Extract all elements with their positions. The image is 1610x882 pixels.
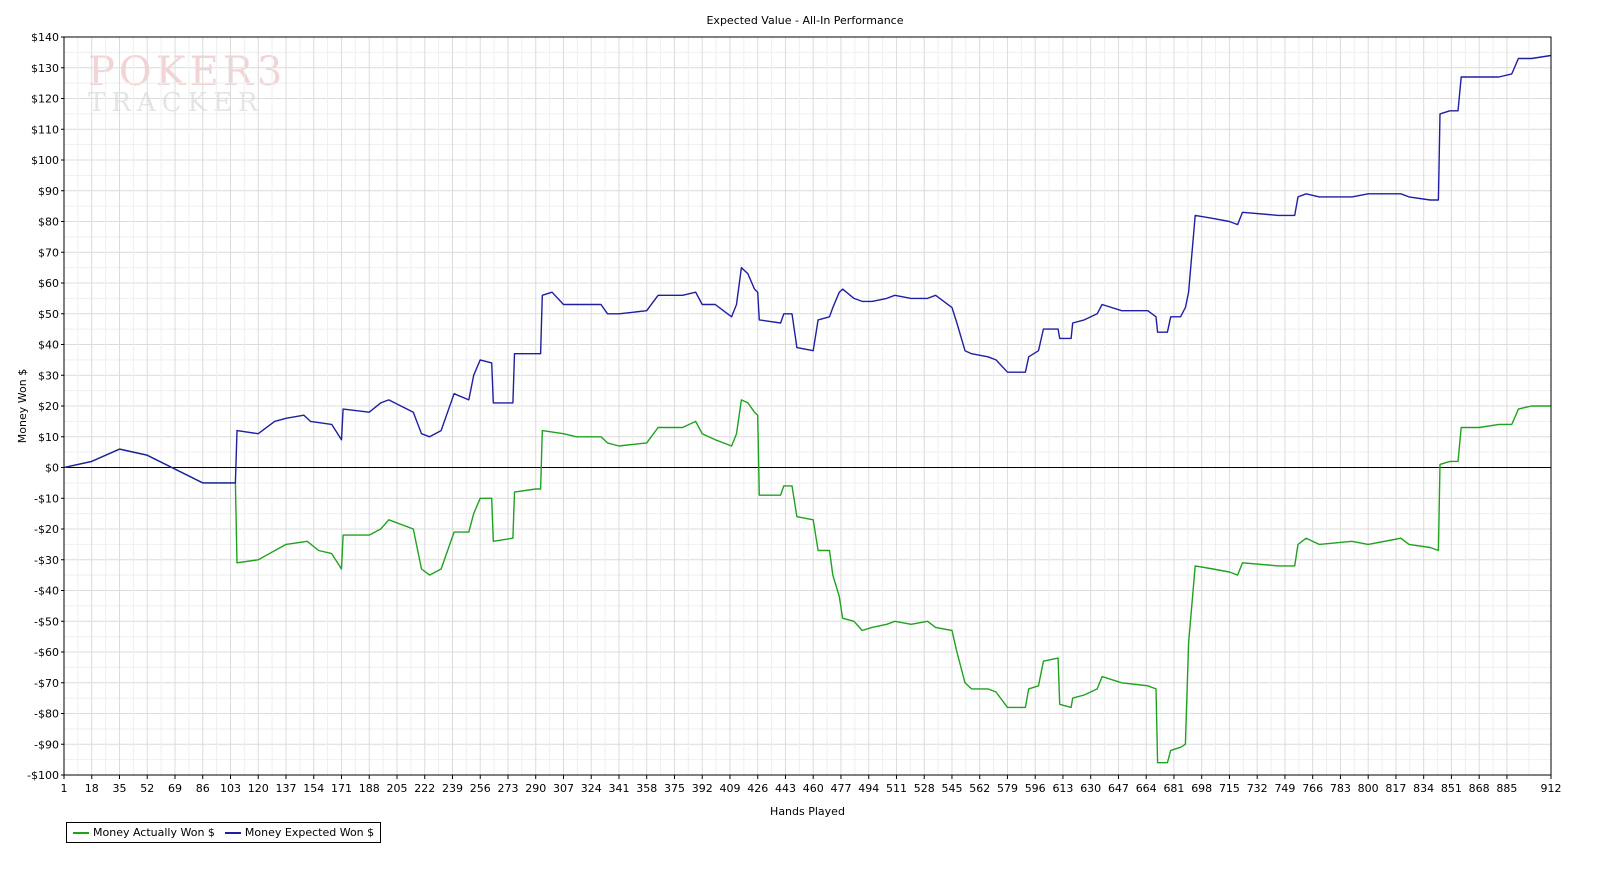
legend-label-actual: Money Actually Won $ — [93, 826, 215, 839]
y-tick-label: $90 — [38, 185, 59, 198]
chart-title: Expected Value - All-In Performance — [706, 14, 904, 27]
x-tick-label: 579 — [997, 782, 1018, 795]
legend-swatch-expected — [224, 831, 241, 834]
x-tick-label: 86 — [196, 782, 210, 795]
legend-entry-expected: Money Expected Won $ — [224, 826, 375, 839]
x-tick-label: 52 — [140, 782, 154, 795]
x-tick-label: 783 — [1330, 782, 1351, 795]
x-tick-label: 460 — [803, 782, 824, 795]
series-line-actual — [63, 399, 1551, 764]
y-tick-label: $110 — [31, 123, 59, 136]
x-tick-label: 885 — [1496, 782, 1517, 795]
x-tick-label: 664 — [1136, 782, 1157, 795]
x-tick-label: 851 — [1441, 782, 1462, 795]
x-tick-label: 1 — [61, 782, 68, 795]
y-tick-label: $130 — [31, 62, 59, 75]
x-tick-label: 698 — [1191, 782, 1212, 795]
x-tick-label: 562 — [969, 782, 990, 795]
x-tick-label: 154 — [303, 782, 324, 795]
x-tick-label: 392 — [692, 782, 713, 795]
y-tick-label: $140 — [31, 31, 59, 44]
legend: Money Actually Won $ Money Expected Won … — [66, 822, 382, 843]
x-tick-label: 528 — [914, 782, 935, 795]
series-line-expected — [63, 54, 1552, 484]
x-tick-label: 120 — [248, 782, 269, 795]
x-tick-label: 613 — [1052, 782, 1073, 795]
x-tick-label: 188 — [359, 782, 380, 795]
x-tick-label: 222 — [414, 782, 435, 795]
x-tick-label: 409 — [719, 782, 740, 795]
y-tick-label: $70 — [38, 246, 59, 259]
y-tick-label: -$70 — [34, 677, 59, 690]
x-tick-label: 912 — [1541, 782, 1562, 795]
x-tick-label: 511 — [886, 782, 907, 795]
x-tick-labels: 1 18 35 52 69 86 103 120 137 154 171 188 205 222 239 25… — [61, 775, 1562, 795]
x-tick-label: 749 — [1274, 782, 1295, 795]
legend-label-expected: Money Expected Won $ — [244, 826, 375, 839]
x-tick-label: 426 — [747, 782, 768, 795]
x-tick-label: 834 — [1413, 782, 1434, 795]
x-tick-label: 307 — [553, 782, 574, 795]
x-tick-label: 239 — [442, 782, 463, 795]
legend-entry-actual: Money Actually Won $ — [73, 826, 215, 839]
x-tick-label: 443 — [775, 782, 796, 795]
y-tick-labels: -$100 -$90 -$80 -$70 -$60 -$50 -$40 -$30 -$20 -$1… — [27, 31, 64, 782]
x-tick-label: 35 — [112, 782, 126, 795]
y-tick-label: -$30 — [34, 554, 59, 567]
grid-lines — [63, 36, 1552, 776]
x-tick-label: 18 — [85, 782, 99, 795]
y-axis-label: Money Won $ — [16, 369, 29, 443]
x-tick-label: 817 — [1385, 782, 1406, 795]
y-tick-label: $60 — [38, 277, 59, 290]
x-tick-label: 205 — [386, 782, 407, 795]
y-tick-label: -$50 — [34, 615, 59, 628]
x-tick-label: 732 — [1247, 782, 1268, 795]
y-tick-label: $50 — [38, 308, 59, 321]
x-tick-label: 358 — [636, 782, 657, 795]
x-tick-label: 103 — [220, 782, 241, 795]
y-tick-label: -$90 — [34, 738, 59, 751]
y-tick-label: -$100 — [27, 769, 59, 782]
x-tick-label: 171 — [331, 782, 352, 795]
x-tick-label: 715 — [1219, 782, 1240, 795]
x-tick-label: 494 — [858, 782, 879, 795]
x-tick-label: 800 — [1358, 782, 1379, 795]
y-tick-label: $100 — [31, 154, 59, 167]
y-tick-label: -$10 — [34, 492, 59, 505]
x-tick-label: 273 — [497, 782, 518, 795]
legend-swatch-actual — [73, 831, 89, 834]
x-axis-label: Hands Played — [770, 805, 845, 818]
x-tick-label: 596 — [1025, 782, 1046, 795]
x-tick-label: 545 — [941, 782, 962, 795]
x-tick-label: 324 — [581, 782, 602, 795]
x-tick-label: 256 — [470, 782, 491, 795]
y-tick-label: $120 — [31, 93, 59, 106]
y-tick-label: -$60 — [34, 646, 59, 659]
x-tick-label: 69 — [168, 782, 182, 795]
y-tick-label: $80 — [38, 216, 59, 229]
x-tick-label: 341 — [608, 782, 629, 795]
y-tick-label: $30 — [38, 369, 59, 382]
x-tick-label: 375 — [664, 782, 685, 795]
x-tick-label: 766 — [1302, 782, 1323, 795]
x-tick-label: 290 — [525, 782, 546, 795]
y-tick-label: $40 — [38, 339, 59, 352]
x-tick-label: 868 — [1469, 782, 1490, 795]
x-tick-label: 630 — [1080, 782, 1101, 795]
x-tick-label: 647 — [1108, 782, 1129, 795]
series-lines — [63, 54, 1552, 764]
y-tick-label: $0 — [45, 462, 59, 475]
y-tick-label: -$20 — [34, 523, 59, 536]
y-tick-label: $10 — [38, 431, 59, 444]
x-tick-label: 477 — [830, 782, 851, 795]
y-tick-label: -$40 — [34, 585, 59, 598]
y-tick-label: -$80 — [34, 708, 59, 721]
y-tick-label: $20 — [38, 400, 59, 413]
x-tick-label: 137 — [275, 782, 296, 795]
x-tick-label: 681 — [1163, 782, 1184, 795]
